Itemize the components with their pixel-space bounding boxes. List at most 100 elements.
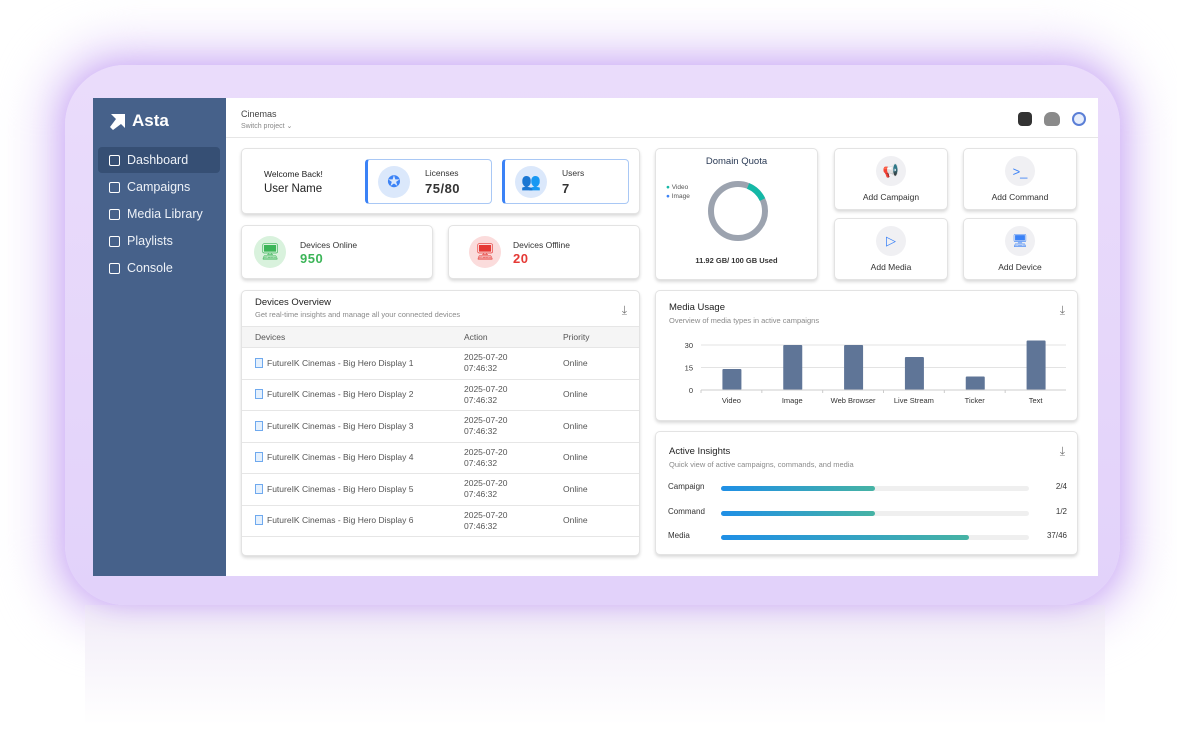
- campaign-icon: [109, 181, 120, 193]
- switch-project-label: Switch project: [241, 123, 285, 130]
- devices-online-label: Devices Online: [300, 240, 358, 250]
- welcome-card: Welcome Back! User Name ✪ Licenses 75/80…: [241, 148, 640, 214]
- column-devices: Devices: [242, 326, 464, 348]
- sidebar-item-playlists[interactable]: Playlists: [98, 228, 220, 254]
- sidebar-item-dashboard[interactable]: Dashboard: [98, 147, 220, 173]
- y-tick-label: 30: [685, 341, 693, 350]
- file-icon: [255, 452, 263, 463]
- device-cell: FutureIK Cinemas - Big Hero Display 5: [242, 473, 464, 506]
- column-priority: Priority: [563, 326, 639, 348]
- add-campaign-button[interactable]: 📢 Add Campaign: [834, 148, 948, 210]
- add-command-button[interactable]: >_ Add Command: [963, 148, 1077, 210]
- x-tick-label: Text: [1029, 396, 1044, 405]
- quota-legend: ● Video ● Image: [666, 184, 690, 200]
- device-cell: FutureIK Cinemas - Big Hero Display 2: [242, 379, 464, 411]
- quota-used-text: 11.92 GB/ 100 GB Used: [695, 256, 778, 265]
- add-media-label: Add Media: [870, 262, 912, 272]
- devices-online-icon: 🖥: [254, 236, 286, 268]
- active-insights-title: Active Insights: [669, 446, 731, 457]
- progress-track: [721, 535, 1029, 540]
- user-name: User Name: [264, 183, 323, 195]
- time: 07:46:32: [464, 520, 498, 531]
- action-cell: 2025-07-20 07:46:32: [464, 505, 563, 537]
- x-tick-label: Image: [782, 396, 803, 405]
- add-command-label: Add Command: [991, 192, 1049, 202]
- table-row[interactable]: FutureIK Cinemas - Big Hero Display 4 20…: [242, 442, 639, 474]
- sidebar-item-label: Media Library: [127, 207, 203, 221]
- status: Online: [563, 410, 639, 443]
- logo: Asta: [109, 111, 169, 131]
- progress-fill: [721, 486, 875, 491]
- date: 2025-07-20: [464, 478, 508, 489]
- users-stat: 👥 Users 7: [502, 159, 629, 204]
- users-value: 7: [562, 181, 570, 196]
- switch-project-dropdown[interactable]: Switch project ⌄: [241, 122, 292, 130]
- insight-count: 37/46: [1046, 531, 1067, 540]
- robot-icon[interactable]: [1018, 112, 1032, 126]
- sidebar-item-label: Campaigns: [127, 180, 191, 194]
- date: 2025-07-20: [464, 383, 508, 394]
- devices-offline-value: 20: [513, 251, 529, 266]
- sidebar: Asta Dashboard Campaigns Media Library Play…: [93, 98, 226, 576]
- file-icon: [255, 483, 263, 494]
- project-name: Cinemas: [241, 109, 277, 119]
- y-tick-label: 0: [689, 386, 693, 395]
- devices-offline-label: Devices Offline: [513, 240, 571, 250]
- sidebar-item-campaigns[interactable]: Campaigns: [98, 174, 220, 200]
- insight-label: Command: [668, 506, 705, 516]
- legend-video: ● Video: [666, 184, 689, 191]
- download-icon[interactable]: ⤓: [1059, 444, 1065, 458]
- table-row[interactable]: FutureIK Cinemas - Big Hero Display 5 20…: [242, 473, 639, 506]
- table-row[interactable]: FutureIK Cinemas - Big Hero Display 3 20…: [242, 410, 639, 443]
- x-tick-label: Live Stream: [894, 396, 934, 405]
- table-row[interactable]: FutureIK Cinemas - Big Hero Display 6 20…: [242, 505, 639, 537]
- progress-fill: [721, 510, 875, 516]
- date: 2025-07-20: [464, 415, 508, 426]
- licenses-stat: ✪ Licenses 75/80: [365, 159, 492, 204]
- media-usage-chart: 0 15 30 Video Image Web Browser Live Stream Tic…: [685, 340, 1066, 405]
- donut-remaining: [708, 181, 768, 241]
- domain-quota-title: Domain Quota: [705, 156, 768, 167]
- progress-track: [721, 510, 1029, 516]
- action-cell: 2025-07-20 07:46:32: [464, 379, 563, 411]
- logo-arrow-icon: [110, 114, 125, 130]
- bar: [1026, 340, 1046, 390]
- terminal-plus-icon: >_: [1005, 156, 1035, 186]
- certificate-icon: ✪: [378, 166, 410, 198]
- legend-video-label: Video: [671, 184, 689, 191]
- device-cell: FutureIK Cinemas - Big Hero Display 6: [242, 505, 464, 537]
- file-icon: [255, 515, 263, 526]
- playlist-icon: [109, 235, 120, 247]
- legend-image-label: Image: [671, 193, 690, 200]
- column-action: Action: [464, 326, 563, 348]
- devices-online-card: 🖥 Devices Online 950: [241, 225, 433, 279]
- cloud-upload-icon[interactable]: [1044, 112, 1060, 126]
- megaphone-plus-icon: 📢: [876, 156, 906, 186]
- reflection: [85, 605, 1105, 725]
- table-row[interactable]: FutureIK Cinemas - Big Hero Display 2 20…: [242, 379, 639, 411]
- user-avatar-icon[interactable]: [1072, 112, 1086, 126]
- add-device-button[interactable]: 🖥 Add Device: [963, 218, 1077, 280]
- download-icon[interactable]: ⤓: [1059, 303, 1065, 317]
- devices-online-value: 950: [300, 251, 324, 266]
- active-insights-subtitle: Quick view of active campaigns, commands…: [669, 460, 854, 469]
- sidebar-item-console[interactable]: Console: [98, 255, 220, 281]
- media-usage-subtitle: Overview of media types in active campai…: [669, 316, 820, 325]
- bar: [904, 357, 924, 390]
- x-tick-label: Video: [722, 396, 741, 405]
- sidebar-item-label: Console: [127, 261, 173, 275]
- bar: [783, 345, 803, 390]
- bar: [965, 376, 985, 390]
- sidebar-item-media-library[interactable]: Media Library: [98, 201, 220, 227]
- media-usage-title: Media Usage: [669, 302, 725, 313]
- status: Online: [563, 505, 639, 537]
- date: 2025-07-20: [464, 509, 508, 520]
- status: Online: [563, 473, 639, 506]
- time: 07:46:32: [464, 457, 498, 468]
- table-row[interactable]: FutureIK Cinemas - Big Hero Display 1 20…: [242, 347, 639, 380]
- download-icon[interactable]: ⤓: [621, 303, 627, 317]
- time: 07:46:32: [464, 489, 498, 500]
- action-cell: 2025-07-20 07:46:32: [464, 347, 563, 380]
- add-media-button[interactable]: ▷ Add Media: [834, 218, 948, 280]
- users-label: Users: [562, 168, 585, 178]
